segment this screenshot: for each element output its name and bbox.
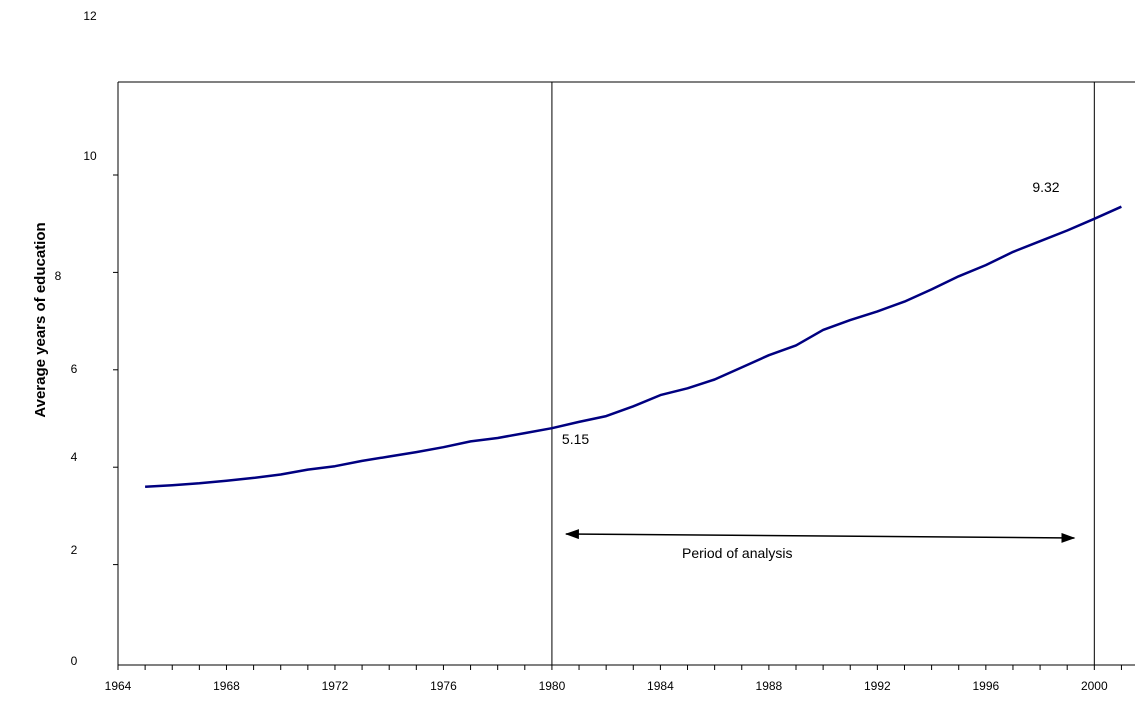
y-tick-label: 12 <box>83 9 97 23</box>
start-value-annotation: 5.15 <box>562 431 589 447</box>
x-tick-label: 1968 <box>213 679 240 693</box>
period-of-analysis-label: Period of analysis <box>682 545 793 561</box>
x-tick-label: 1976 <box>430 679 457 693</box>
y-tick-label: 6 <box>71 362 78 376</box>
y-tick-label: 4 <box>71 450 78 464</box>
end-value-annotation: 9.32 <box>1032 179 1059 195</box>
x-tick-label: 1988 <box>756 679 783 693</box>
y-tick-label: 0 <box>71 654 78 668</box>
x-tick-label: 1980 <box>539 679 566 693</box>
y-axis-title: Average years of education <box>32 222 49 417</box>
y-tick-label: 2 <box>71 543 78 557</box>
period-arrow <box>564 529 1076 543</box>
x-tick-label: 1972 <box>322 679 349 693</box>
y-tick-group: 0 2 4 6 8 10 12 <box>55 9 118 668</box>
y-tick-label: 10 <box>83 149 97 163</box>
x-tick-label: 1964 <box>105 679 132 693</box>
x-tick-label: 1992 <box>864 679 891 693</box>
y-tick-label: 8 <box>55 269 62 283</box>
x-tick-group: 1964 1968 1972 1976 1980 1984 1988 1992 1996 2000 <box>105 665 1122 693</box>
x-tick-label: 2000 <box>1081 679 1108 693</box>
x-tick-label: 1996 <box>972 679 999 693</box>
x-tick-label: 1984 <box>647 679 674 693</box>
series-line <box>145 205 1122 488</box>
